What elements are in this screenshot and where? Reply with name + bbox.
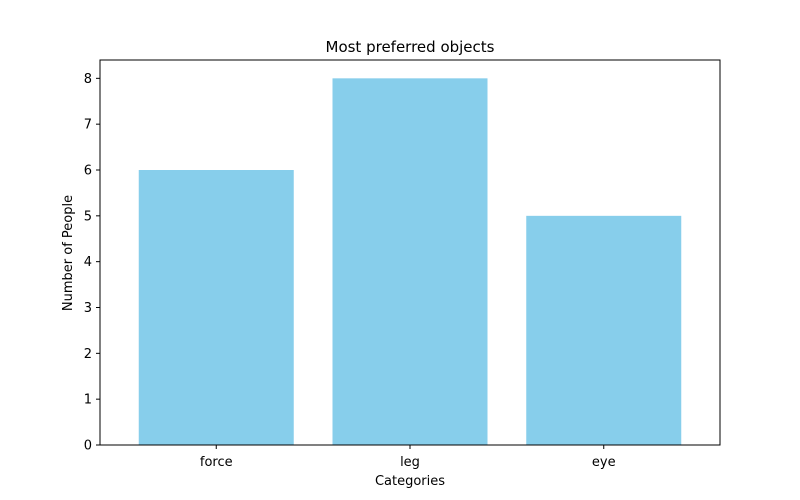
y-tick-label: 4 (84, 255, 92, 270)
chart-title: Most preferred objects (326, 38, 495, 56)
y-tick-label: 8 (84, 72, 92, 87)
y-tick-label: 3 (84, 301, 92, 316)
x-tick-label: leg (400, 455, 420, 470)
y-tick-label: 7 (84, 118, 92, 133)
x-tick-label: force (200, 455, 233, 470)
x-tick-label: eye (592, 455, 616, 470)
x-axis-label: Categories (375, 474, 445, 489)
y-tick-label: 0 (84, 439, 92, 454)
y-tick-label: 5 (84, 209, 92, 224)
y-tick-label: 2 (84, 347, 92, 362)
y-tick-label: 1 (84, 393, 92, 408)
plot-frame (99, 59, 721, 446)
bars-group (138, 78, 682, 445)
y-axis-label: Number of People (61, 195, 76, 311)
bar-eye (526, 215, 682, 445)
ticks-group: force leg eye 0 1 2 3 4 5 6 7 8 (84, 72, 616, 470)
y-tick-label: 6 (84, 164, 92, 179)
bar-leg (332, 78, 488, 445)
bar-force (138, 170, 294, 445)
